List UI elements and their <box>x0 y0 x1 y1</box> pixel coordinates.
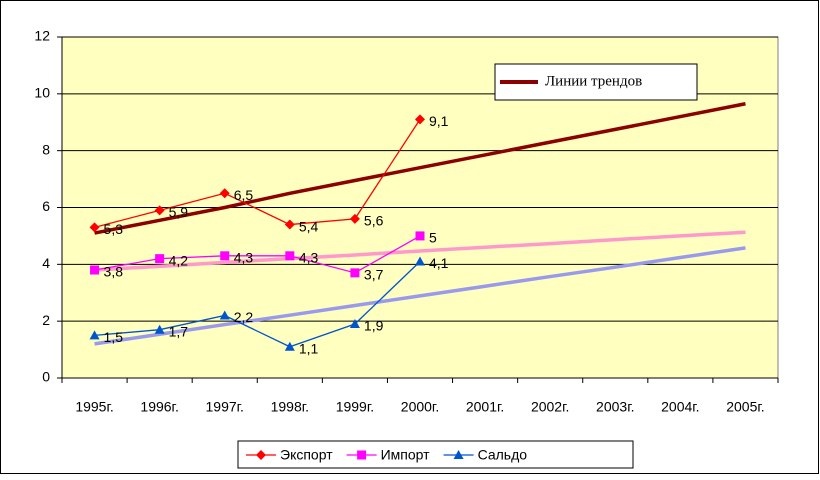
x-tick-label: 2005г. <box>726 399 764 415</box>
data-label: 1,7 <box>169 323 189 339</box>
marker <box>256 450 266 460</box>
series-line <box>94 261 421 348</box>
data-label: 5,3 <box>104 221 124 237</box>
marker <box>220 251 230 261</box>
y-tick-label: 6 <box>42 198 50 214</box>
marker <box>350 268 360 278</box>
series-line <box>94 235 421 274</box>
x-tick-label: 2002г. <box>531 399 569 415</box>
y-tick-label: 4 <box>42 255 50 271</box>
annotation: Линии трендов <box>545 73 642 89</box>
marker <box>285 251 295 261</box>
y-tick-label: 0 <box>42 369 50 385</box>
data-label: 5 <box>429 230 437 246</box>
marker <box>349 319 360 329</box>
marker <box>154 205 165 216</box>
x-tick-label: 1999г. <box>336 399 374 415</box>
series-line <box>94 119 421 229</box>
marker <box>357 450 367 460</box>
data-label: 9,1 <box>429 113 449 129</box>
data-label: 4,2 <box>169 252 189 268</box>
x-tick-label: 2004г. <box>661 399 699 415</box>
marker <box>90 265 100 275</box>
marker <box>154 324 165 334</box>
data-label: 5,6 <box>364 213 384 229</box>
data-label: 6,5 <box>234 187 254 203</box>
data-label: 1,5 <box>104 329 124 345</box>
marker <box>415 231 425 241</box>
trend-line <box>94 230 746 272</box>
marker <box>284 219 295 230</box>
marker <box>349 213 360 224</box>
x-tick-label: 1997г. <box>206 399 244 415</box>
trend-line <box>94 246 746 346</box>
marker <box>89 222 100 233</box>
legend-label: Импорт <box>381 447 431 463</box>
trend-line <box>94 102 746 235</box>
x-tick-label: 2001г. <box>466 399 504 415</box>
legend: Экспорт Импорт Сальдо <box>237 440 634 469</box>
marker <box>89 330 100 340</box>
data-label: 5,4 <box>299 218 319 234</box>
data-label: 4,3 <box>234 250 254 266</box>
legend-box <box>237 440 634 469</box>
marker <box>219 310 230 320</box>
data-label: 4,3 <box>299 250 319 266</box>
y-tick-label: 2 <box>42 312 50 328</box>
marker <box>284 341 295 351</box>
x-tick-label: 2003г. <box>596 399 634 415</box>
y-tick-label: 12 <box>34 28 50 44</box>
data-label: 4,1 <box>429 255 449 271</box>
y-tick-label: 10 <box>34 85 50 101</box>
data-label: 3,8 <box>104 264 124 280</box>
data-label: 3,7 <box>364 267 384 283</box>
data-label: 2,2 <box>234 309 254 325</box>
y-tick-label: 8 <box>42 141 50 157</box>
marker <box>453 450 464 459</box>
data-label: 1,1 <box>299 340 319 356</box>
marker <box>415 256 425 266</box>
legend-label: Экспорт <box>280 447 333 463</box>
x-tick-label: 1996г. <box>140 399 178 415</box>
data-label: 5,9 <box>169 204 189 220</box>
marker <box>219 188 230 199</box>
x-tick-label: 2000г. <box>401 399 439 415</box>
marker <box>415 114 425 125</box>
x-tick-label: 1995г. <box>75 399 113 415</box>
data-label: 1,9 <box>364 318 384 334</box>
x-tick-label: 1998г. <box>271 399 309 415</box>
marker <box>155 254 165 264</box>
legend-label: Сальдо <box>478 447 528 463</box>
